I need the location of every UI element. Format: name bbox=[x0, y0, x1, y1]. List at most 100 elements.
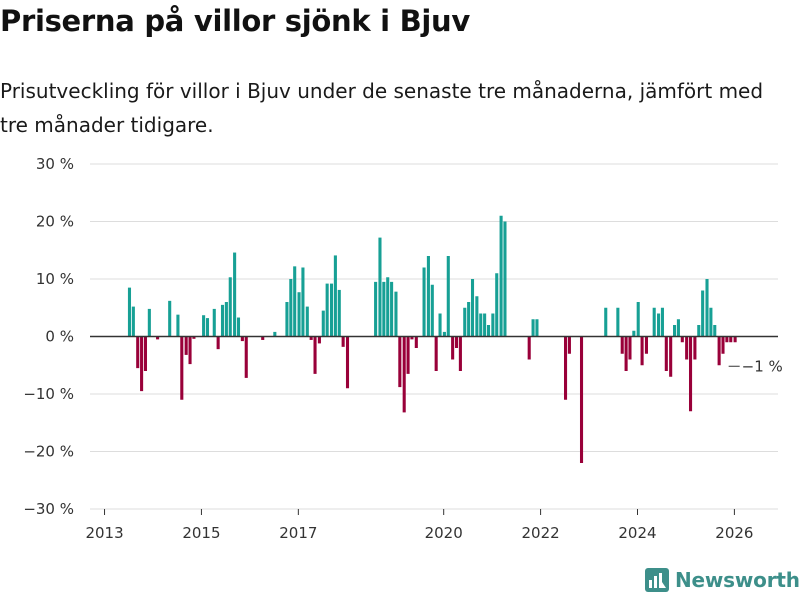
bar-negative bbox=[261, 336, 265, 340]
bar-positive bbox=[422, 267, 426, 337]
bar-negative bbox=[244, 336, 248, 378]
x-tick-label: 2015 bbox=[182, 524, 220, 542]
bar-positive bbox=[709, 307, 713, 337]
x-tick-label: 2026 bbox=[715, 524, 753, 542]
bar-negative bbox=[624, 336, 628, 371]
bar-positive bbox=[293, 266, 297, 337]
bar-positive bbox=[228, 277, 232, 337]
chart-title: Priserna på villor sjönk i Bjuv bbox=[0, 4, 470, 38]
bar-positive bbox=[442, 331, 446, 337]
x-tick-label: 2013 bbox=[85, 524, 123, 542]
bar-positive bbox=[273, 331, 277, 337]
bar-negative bbox=[240, 336, 244, 342]
gridlines bbox=[90, 163, 778, 510]
bar-positive bbox=[657, 313, 661, 337]
bar-negative bbox=[313, 336, 317, 374]
x-tick-label: 2017 bbox=[279, 524, 317, 542]
bar-positive bbox=[289, 279, 293, 337]
bar-negative bbox=[640, 336, 644, 366]
bar-positive bbox=[446, 256, 450, 337]
bar-positive bbox=[676, 319, 680, 337]
bar-negative bbox=[664, 336, 668, 371]
bar-negative bbox=[563, 336, 568, 400]
bar-negative bbox=[454, 336, 459, 348]
bar-negative bbox=[143, 336, 148, 371]
bar-positive bbox=[321, 310, 325, 337]
bar-positive bbox=[470, 279, 475, 337]
bar-positive bbox=[495, 273, 499, 337]
bar-positive bbox=[660, 307, 664, 337]
bar-positive bbox=[701, 290, 705, 337]
bar-positive bbox=[705, 279, 709, 337]
bar-positive bbox=[337, 289, 341, 337]
bar-negative bbox=[685, 336, 689, 360]
bar-negative bbox=[402, 336, 406, 413]
brand-name: Newsworthy bbox=[675, 568, 800, 592]
bar-positive bbox=[475, 296, 479, 337]
annotation-label: −1 % bbox=[742, 357, 783, 375]
bar-negative bbox=[216, 336, 220, 350]
bar-positive bbox=[386, 277, 390, 337]
bar-positive bbox=[604, 307, 608, 337]
bar-positive bbox=[390, 281, 394, 337]
bar-positive bbox=[491, 313, 495, 337]
bar-negative bbox=[644, 336, 648, 354]
bar-positive bbox=[147, 308, 151, 337]
bar-positive bbox=[212, 308, 216, 337]
bar-positive bbox=[673, 325, 677, 337]
bar-negative bbox=[317, 336, 321, 344]
bar-negative bbox=[341, 336, 345, 347]
bar-negative bbox=[717, 336, 721, 366]
y-tick-label: −20 % bbox=[23, 443, 74, 461]
bar-negative bbox=[406, 336, 410, 374]
bar-positive bbox=[176, 314, 180, 337]
bar-positive bbox=[329, 283, 334, 337]
bar-negative bbox=[414, 336, 418, 348]
bar-positive bbox=[486, 325, 491, 337]
bar-positive bbox=[531, 319, 535, 337]
bar-positive bbox=[297, 292, 301, 337]
brand-logo[interactable]: Newsworthy bbox=[645, 568, 800, 592]
bar-negative bbox=[579, 336, 584, 463]
bar-negative bbox=[140, 336, 144, 392]
bar-positive bbox=[127, 287, 132, 337]
bar-positive bbox=[713, 325, 717, 337]
bar-positive bbox=[479, 313, 483, 337]
bar-negative bbox=[680, 336, 684, 343]
bar-positive bbox=[426, 256, 430, 337]
newsworthy-logo-icon bbox=[645, 568, 669, 592]
bar-positive bbox=[205, 318, 210, 337]
y-tick-label: 0 % bbox=[45, 328, 74, 346]
bar-positive bbox=[220, 304, 225, 337]
bar-positive bbox=[378, 237, 382, 337]
y-tick-label: −30 % bbox=[23, 500, 74, 518]
bar-negative bbox=[721, 336, 725, 354]
bar-positive bbox=[697, 325, 701, 337]
x-tick-label: 2022 bbox=[521, 524, 559, 542]
x-tick-label: 2020 bbox=[425, 524, 463, 542]
bar-positive bbox=[374, 281, 378, 337]
bar-negative bbox=[434, 336, 438, 371]
bar-positive bbox=[438, 313, 442, 337]
bar-positive bbox=[463, 307, 467, 337]
bars bbox=[127, 215, 737, 463]
bar-negative bbox=[410, 336, 414, 340]
bar-positive bbox=[202, 315, 206, 337]
bar-positive bbox=[652, 307, 656, 337]
bar-positive bbox=[616, 307, 620, 337]
bar-negative bbox=[688, 336, 693, 412]
bar-negative bbox=[192, 336, 196, 339]
bar-positive bbox=[333, 255, 337, 337]
bar-negative bbox=[188, 336, 192, 365]
bar-negative bbox=[527, 336, 531, 360]
bar-negative bbox=[345, 336, 350, 389]
bar-positive bbox=[467, 302, 471, 337]
bar-negative bbox=[184, 336, 188, 355]
bar-negative bbox=[669, 336, 673, 377]
bar-positive bbox=[131, 306, 135, 337]
bar-positive bbox=[535, 319, 539, 337]
bar-positive bbox=[285, 302, 289, 337]
bar-negative bbox=[309, 336, 313, 340]
y-tick-label: 30 % bbox=[36, 155, 74, 173]
